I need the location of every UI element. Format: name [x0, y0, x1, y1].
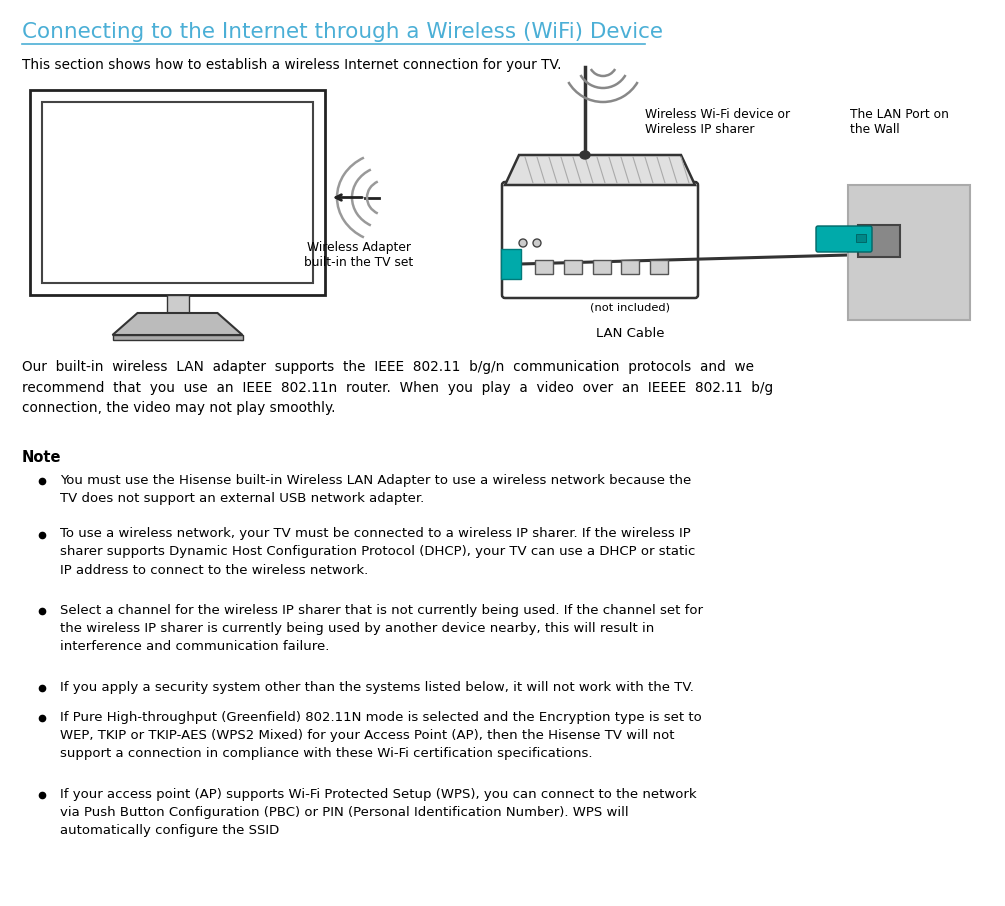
- Text: (not included): (not included): [590, 303, 670, 313]
- Bar: [621, 260, 639, 274]
- Bar: [535, 260, 553, 274]
- Text: This section shows how to establish a wireless Internet connection for your TV.: This section shows how to establish a wi…: [22, 58, 562, 72]
- Bar: [848, 185, 970, 320]
- FancyBboxPatch shape: [502, 182, 698, 298]
- Text: If Pure High-throughput (Greenfield) 802.11N mode is selected and the Encryption: If Pure High-throughput (Greenfield) 802…: [60, 711, 701, 760]
- Text: Wireless Wi-Fi device or
Wireless IP sharer: Wireless Wi-Fi device or Wireless IP sha…: [645, 108, 790, 136]
- Text: Select a channel for the wireless IP sharer that is not currently being used. If: Select a channel for the wireless IP sha…: [60, 604, 703, 653]
- FancyBboxPatch shape: [858, 225, 900, 257]
- Polygon shape: [113, 313, 242, 335]
- Circle shape: [519, 239, 527, 247]
- Text: Our  built-in  wireless  LAN  adapter  supports  the  IEEE  802.11  b/g/n  commu: Our built-in wireless LAN adapter suppor…: [22, 360, 773, 415]
- Bar: [593, 260, 610, 274]
- Ellipse shape: [580, 151, 590, 159]
- Bar: [650, 260, 668, 274]
- Bar: [167, 295, 189, 313]
- Text: If your access point (AP) supports Wi-Fi Protected Setup (WPS), you can connect : If your access point (AP) supports Wi-Fi…: [60, 788, 696, 837]
- Text: Wireless Adapter
built-in the TV set: Wireless Adapter built-in the TV set: [305, 242, 414, 269]
- Bar: [113, 335, 242, 340]
- FancyBboxPatch shape: [816, 226, 872, 252]
- Bar: [30, 90, 325, 295]
- Text: To use a wireless network, your TV must be connected to a wireless IP sharer. If: To use a wireless network, your TV must …: [60, 527, 695, 576]
- Circle shape: [533, 239, 541, 247]
- Bar: [42, 102, 313, 283]
- FancyBboxPatch shape: [501, 249, 521, 279]
- Polygon shape: [505, 155, 695, 185]
- Text: Note: Note: [22, 450, 61, 465]
- Text: If you apply a security system other than the systems listed below, it will not : If you apply a security system other tha…: [60, 681, 693, 694]
- Text: LAN Cable: LAN Cable: [596, 327, 664, 340]
- Bar: [856, 234, 866, 242]
- Text: Connecting to the Internet through a Wireless (WiFi) Device: Connecting to the Internet through a Wir…: [22, 22, 663, 42]
- Bar: [564, 260, 582, 274]
- Text: The LAN Port on
the Wall: The LAN Port on the Wall: [850, 108, 949, 136]
- Text: You must use the Hisense built-in Wireless LAN Adapter to use a wireless network: You must use the Hisense built-in Wirele…: [60, 474, 691, 505]
